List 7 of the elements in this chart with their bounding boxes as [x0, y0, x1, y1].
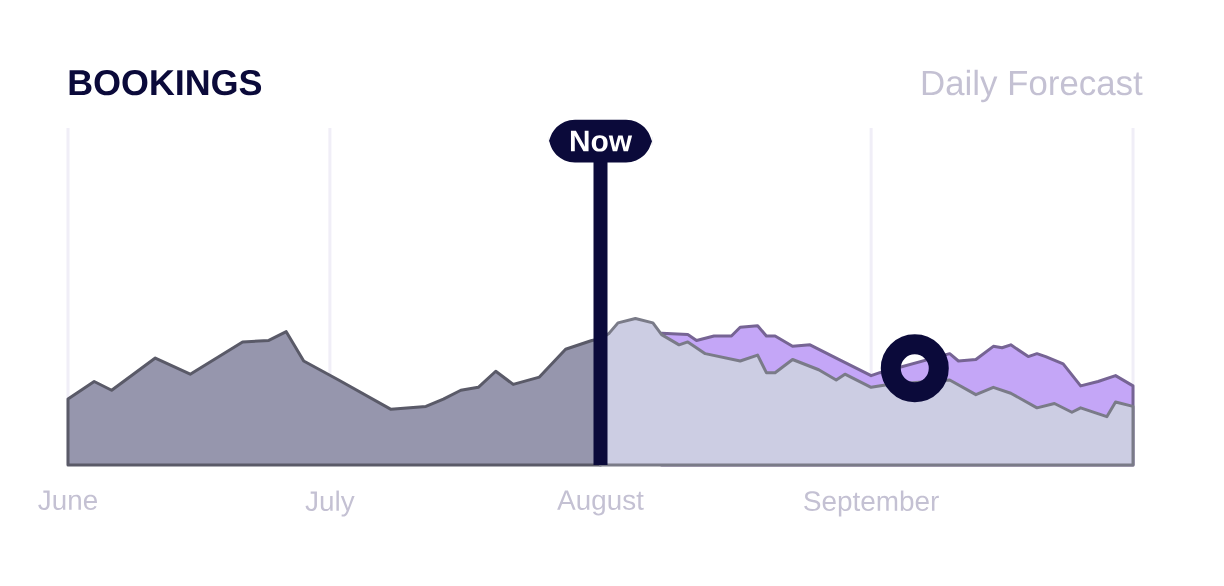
- chart-subtitle: Daily Forecast: [922, 69, 1143, 103]
- x-tick-label: June: [38, 490, 97, 510]
- chart-title: BOOKINGS: [69, 69, 262, 96]
- x-tick-label: August: [557, 490, 644, 516]
- x-tick-label: September: [804, 490, 939, 517]
- x-tick-label: July: [305, 490, 355, 517]
- ref-line-label: Now: [570, 130, 633, 152]
